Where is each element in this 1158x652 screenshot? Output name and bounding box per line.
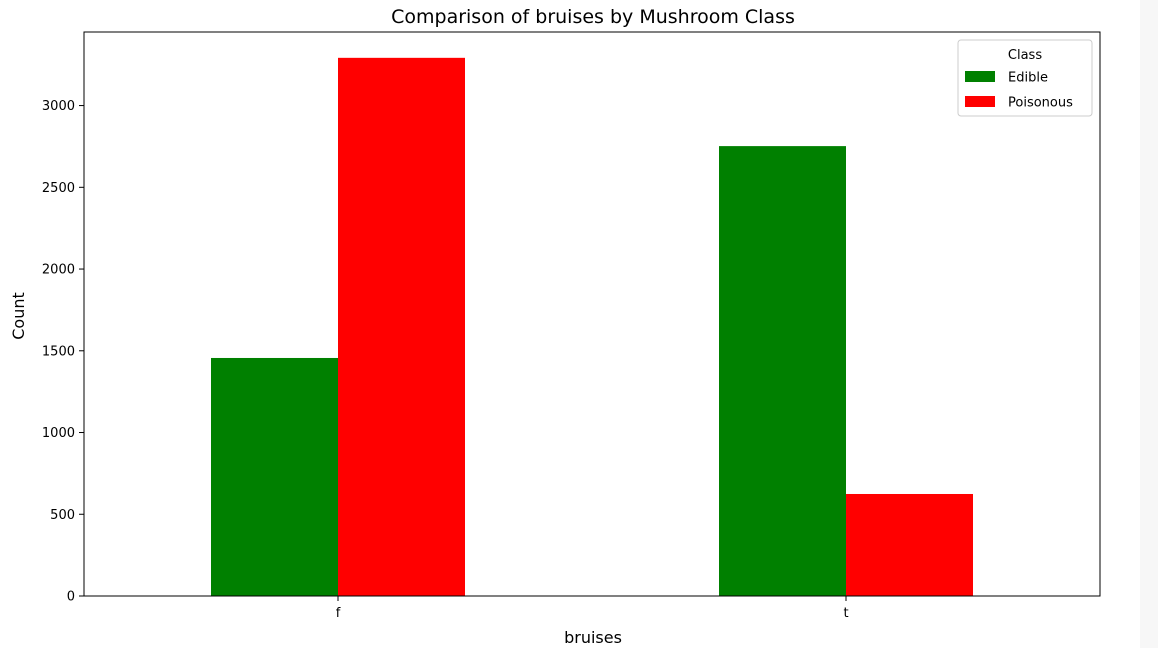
y-tick-label: 2500: [42, 181, 75, 196]
bar-poisonous-f: [338, 57, 465, 596]
y-tick-label: 0: [67, 590, 75, 605]
bar-poisonous-t: [846, 493, 973, 596]
x-tick-label: t: [843, 606, 848, 621]
bars-group: [211, 57, 973, 596]
bar-edible-f: [211, 357, 338, 596]
bar-chart: Comparison of bruises by Mushroom Class …: [9, 6, 1101, 647]
legend: Class Edible Poisonous: [957, 39, 1093, 117]
y-tick-label: 1000: [42, 426, 75, 441]
bar-edible-t: [719, 146, 846, 596]
y-axis-label: Count: [9, 292, 28, 340]
legend-items: Edible Poisonous: [965, 71, 1073, 111]
chart-title: Comparison of bruises by Mushroom Class: [391, 6, 795, 28]
right-scroll-strip: [1140, 0, 1158, 648]
legend-label-poisonous: Poisonous: [1008, 96, 1073, 111]
legend-swatch-edible: [965, 71, 995, 82]
plot-frame: [83, 31, 1101, 597]
y-tick-label: 1500: [42, 344, 75, 359]
y-tick-label: 3000: [42, 99, 75, 114]
x-axis-label: bruises: [564, 628, 622, 647]
y-tick-label: 2000: [42, 263, 75, 278]
legend-swatch-poisonous: [965, 96, 995, 107]
y-axis: 0 500 1000 1500 2000 2500 3000: [42, 99, 84, 605]
legend-label-edible: Edible: [1008, 71, 1048, 86]
chart-area: Comparison of bruises by Mushroom Class …: [9, 6, 1101, 647]
x-tick-label: f: [336, 606, 341, 621]
y-tick-label: 500: [50, 508, 75, 523]
legend-title: Class: [1008, 48, 1042, 63]
